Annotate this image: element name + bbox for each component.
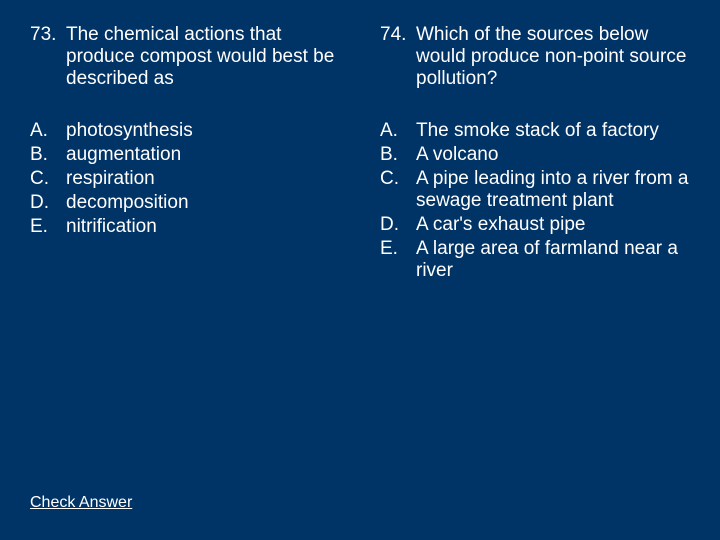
question-73: 73. The chemical actions that produce co…	[30, 24, 340, 90]
list-item: D. decomposition	[30, 192, 340, 214]
option-text: A volcano	[416, 144, 690, 166]
list-item: E. nitrification	[30, 216, 340, 238]
left-column: 73. The chemical actions that produce co…	[30, 24, 340, 284]
content-columns: 73. The chemical actions that produce co…	[30, 24, 690, 284]
option-letter: B.	[30, 144, 66, 166]
list-item: D. A car's exhaust pipe	[380, 214, 690, 236]
list-item: C. respiration	[30, 168, 340, 190]
list-item: B. augmentation	[30, 144, 340, 166]
question-text: Which of the sources below would produce…	[416, 24, 690, 90]
option-text: respiration	[66, 168, 340, 190]
list-item: A. photosynthesis	[30, 120, 340, 142]
option-letter: B.	[380, 144, 416, 166]
option-letter: A.	[380, 120, 416, 142]
option-letter: D.	[30, 192, 66, 214]
option-text: nitrification	[66, 216, 340, 238]
option-text: augmentation	[66, 144, 340, 166]
option-text: A large area of farmland near a river	[416, 238, 690, 282]
option-text: The smoke stack of a factory	[416, 120, 690, 142]
list-item: C. A pipe leading into a river from a se…	[380, 168, 690, 212]
list-item: A. The smoke stack of a factory	[380, 120, 690, 142]
options-list-74: A. The smoke stack of a factory B. A vol…	[380, 120, 690, 282]
question-text: The chemical actions that produce compos…	[66, 24, 340, 90]
right-column: 74. Which of the sources below would pro…	[380, 24, 690, 284]
option-text: decomposition	[66, 192, 340, 214]
options-list-73: A. photosynthesis B. augmentation C. res…	[30, 120, 340, 238]
check-answer-link[interactable]: Check Answer	[30, 494, 132, 512]
option-letter: D.	[380, 214, 416, 236]
option-text: A pipe leading into a river from a sewag…	[416, 168, 690, 212]
option-text: photosynthesis	[66, 120, 340, 142]
list-item: B. A volcano	[380, 144, 690, 166]
option-letter: A.	[30, 120, 66, 142]
option-letter: E.	[380, 238, 416, 282]
option-letter: C.	[30, 168, 66, 190]
option-letter: E.	[30, 216, 66, 238]
question-number: 73.	[30, 24, 66, 90]
list-item: E. A large area of farmland near a river	[380, 238, 690, 282]
option-text: A car's exhaust pipe	[416, 214, 690, 236]
question-number: 74.	[380, 24, 416, 90]
question-74: 74. Which of the sources below would pro…	[380, 24, 690, 90]
option-letter: C.	[380, 168, 416, 212]
